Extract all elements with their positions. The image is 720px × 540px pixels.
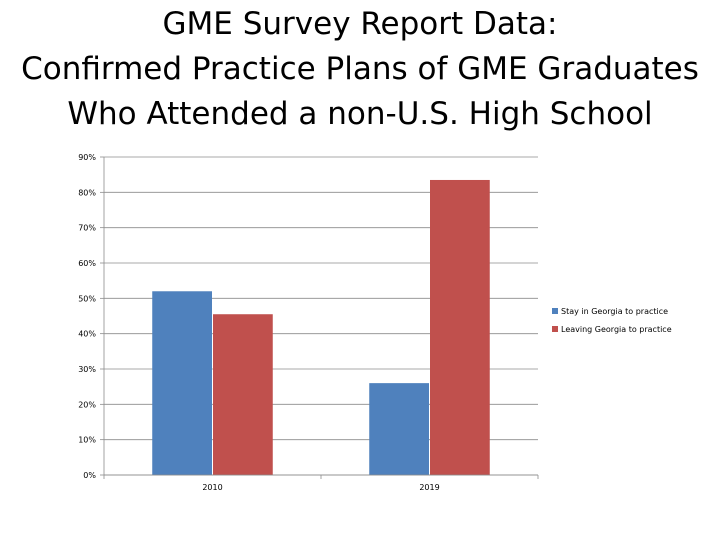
bar	[430, 179, 490, 475]
legend-swatch	[552, 308, 558, 314]
legend: Stay in Georgia to practice Leaving Georg…	[552, 307, 672, 334]
title-line-1: GME Survey Report Data:	[162, 6, 558, 42]
y-tick-label: 90%	[78, 153, 96, 162]
bars	[152, 179, 490, 475]
y-tick-label: 70%	[78, 224, 96, 233]
legend-label: Leaving Georgia to practice	[561, 325, 672, 334]
legend-swatch	[552, 326, 558, 332]
y-tick-label: 60%	[78, 259, 96, 268]
x-tick-label: 2010	[202, 483, 222, 492]
y-tick-label: 20%	[78, 400, 96, 409]
bar	[213, 314, 273, 475]
chart-title: GME Survey Report Data: Confirmed Practi…	[0, 2, 720, 137]
y-tick-label: 30%	[78, 365, 96, 374]
x-tick-label: 2019	[419, 483, 439, 492]
y-tick-label: 80%	[78, 188, 96, 197]
y-tick-label: 50%	[78, 294, 96, 303]
y-tick-label: 10%	[78, 436, 96, 445]
legend-label: Stay in Georgia to practice	[561, 307, 668, 316]
y-tick-label: 40%	[78, 330, 96, 339]
bar	[369, 383, 429, 475]
title-line-2: Confirmed Practice Plans of GME Graduate…	[21, 51, 699, 87]
axes: 0% 10% 20% 30% 40% 50% 60% 70% 80% 90% 2010 2019	[78, 153, 539, 492]
bar	[152, 291, 212, 475]
title-line-3: Who Attended a non-U.S. High School	[67, 96, 653, 132]
y-tick-label: 0%	[83, 471, 96, 480]
